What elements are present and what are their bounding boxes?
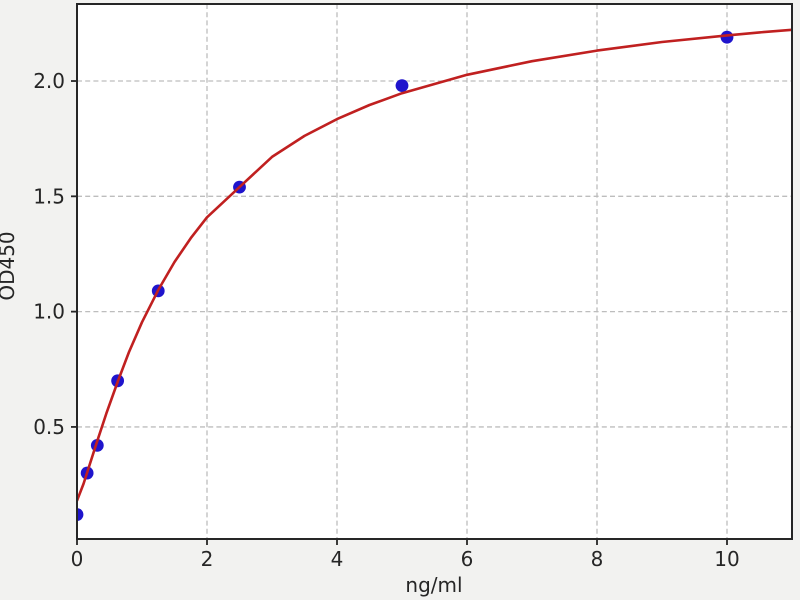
y-tick-label: 2.0 [33, 69, 65, 93]
x-tick-label: 0 [71, 547, 84, 571]
x-tick-label: 8 [591, 547, 604, 571]
y-tick-label: 0.5 [33, 415, 65, 439]
data-point [77, 508, 84, 521]
x-tick-label: 4 [331, 547, 344, 571]
data-point [720, 30, 734, 44]
x-tick-label: 2 [201, 547, 214, 571]
y-tick-label: 1.0 [33, 300, 65, 324]
data-point [395, 79, 409, 93]
plot-border [76, 3, 793, 540]
fit-curve-line [77, 28, 792, 502]
x-axis-label: ng/ml [405, 573, 462, 597]
y-tick-label: 1.5 [33, 184, 65, 208]
x-tick-label: 10 [714, 547, 739, 571]
x-tick-label: 6 [461, 547, 474, 571]
y-axis-label: OD450 [0, 231, 19, 300]
plot-area [77, 4, 792, 539]
